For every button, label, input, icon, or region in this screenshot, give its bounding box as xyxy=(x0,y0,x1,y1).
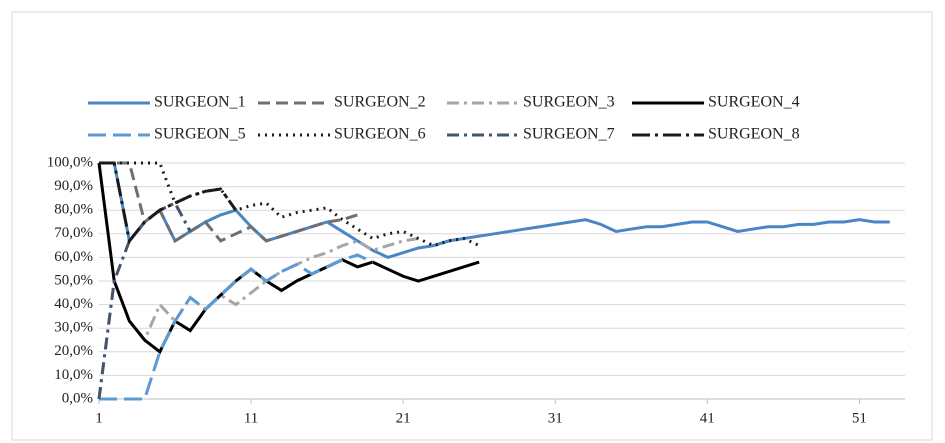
series-line xyxy=(99,161,238,245)
series-line xyxy=(97,237,419,400)
y-tick-label: 60,0% xyxy=(54,249,93,265)
y-tick-label: 0,0% xyxy=(62,390,93,406)
y-tick-label: 30,0% xyxy=(54,320,93,336)
legend-label: SURGEON_1 xyxy=(154,94,246,111)
legend-label: SURGEON_7 xyxy=(523,126,615,143)
x-tick-label: 1 xyxy=(95,410,103,426)
y-tick-label: 10,0% xyxy=(54,367,93,383)
legend-label: SURGEON_8 xyxy=(708,126,800,143)
legend-label: SURGEON_5 xyxy=(154,126,246,143)
y-tick-label: 70,0% xyxy=(54,225,93,241)
legend-label: SURGEON_2 xyxy=(334,94,426,111)
x-tick-label: 31 xyxy=(548,410,563,426)
x-tick-label: 11 xyxy=(244,410,258,426)
x-tick-label: 21 xyxy=(396,410,411,426)
y-tick-label: 90,0% xyxy=(54,178,93,194)
legend-label: SURGEON_6 xyxy=(334,126,426,143)
y-tick-label: 100,0% xyxy=(47,154,93,170)
series-line xyxy=(99,161,358,244)
y-tick-label: 20,0% xyxy=(54,343,93,359)
x-tick-label: 41 xyxy=(700,410,715,426)
legend-label: SURGEON_3 xyxy=(523,94,615,111)
y-tick-label: 40,0% xyxy=(54,296,93,312)
y-tick-label: 50,0% xyxy=(54,272,93,288)
x-tick-label: 51 xyxy=(852,410,867,426)
y-tick-label: 80,0% xyxy=(54,202,93,218)
series-line xyxy=(99,161,890,260)
series-line xyxy=(99,253,374,401)
legend-label: SURGEON_4 xyxy=(708,94,800,111)
